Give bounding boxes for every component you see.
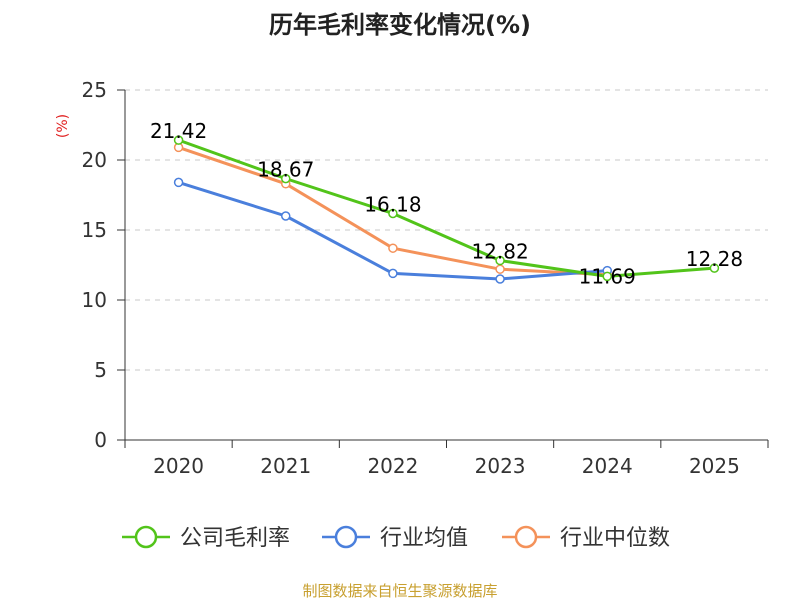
x-tick-labels: 2020 2021 2022 2023 2024 2025 — [153, 454, 740, 478]
x-tick-label: 2020 — [153, 454, 204, 478]
data-label: 11.69 — [579, 264, 636, 288]
series-0-point — [388, 208, 398, 219]
chart-title: 历年毛利率变化情况(%) — [269, 11, 531, 39]
axes — [117, 89, 769, 448]
y-tick-label: 5 — [94, 358, 107, 382]
data-label: 12.82 — [471, 240, 528, 264]
legend-item-1[interactable]: 行业均值 — [322, 525, 468, 551]
series-2-point — [495, 264, 505, 274]
x-tick-label: 2021 — [260, 454, 311, 478]
legend-marker — [134, 525, 158, 549]
legend-label: 行业中位数 — [560, 526, 670, 551]
series-1-point — [388, 268, 398, 279]
x-tick-label: 2023 — [475, 454, 526, 478]
y-tick-label: 15 — [82, 218, 107, 242]
x-tick-label: 2022 — [367, 454, 418, 478]
series-points — [173, 135, 720, 284]
data-label: 16.18 — [364, 192, 421, 216]
legend-item-0[interactable]: 公司毛利率 — [122, 525, 290, 551]
legend[interactable]: 公司毛利率 行业均值 行业中位数 — [122, 525, 670, 551]
series-0-point — [281, 173, 291, 184]
data-labels: 21.42 18.67 16.18 12.82 11.69 12.28 — [150, 119, 743, 288]
series-line-0 — [178, 138, 715, 278]
series-1-point — [173, 177, 184, 188]
y-tick-label: 10 — [82, 288, 107, 312]
series-0-point — [602, 271, 612, 282]
legend-label: 公司毛利率 — [180, 526, 290, 551]
legend-marker — [514, 525, 538, 549]
grid-lines — [125, 89, 768, 371]
series-1-point — [495, 274, 505, 284]
y-tick-label: 0 — [94, 428, 107, 452]
y-axis-unit: (%) — [55, 114, 71, 138]
legend-marker — [334, 525, 358, 549]
series-0-point — [173, 135, 184, 145]
x-tick-label: 2025 — [689, 454, 740, 478]
legend-item-2[interactable]: 行业中位数 — [502, 525, 670, 551]
data-label: 21.42 — [150, 119, 207, 143]
data-label: 12.28 — [686, 247, 743, 271]
x-tick-label: 2024 — [582, 454, 633, 478]
series-2-point — [388, 243, 398, 253]
series-0-point — [495, 255, 505, 266]
series-0-point — [709, 263, 720, 273]
y-tick-label: 25 — [82, 78, 107, 102]
y-tick-label: 20 — [82, 148, 107, 172]
source-note: 制图数据来自恒生聚源数据库 — [302, 582, 497, 600]
y-tick-labels: 0 5 10 15 20 25 — [82, 78, 107, 452]
series-1-point — [281, 211, 291, 221]
legend-label: 行业均值 — [380, 526, 468, 551]
data-label: 18.67 — [257, 158, 314, 182]
